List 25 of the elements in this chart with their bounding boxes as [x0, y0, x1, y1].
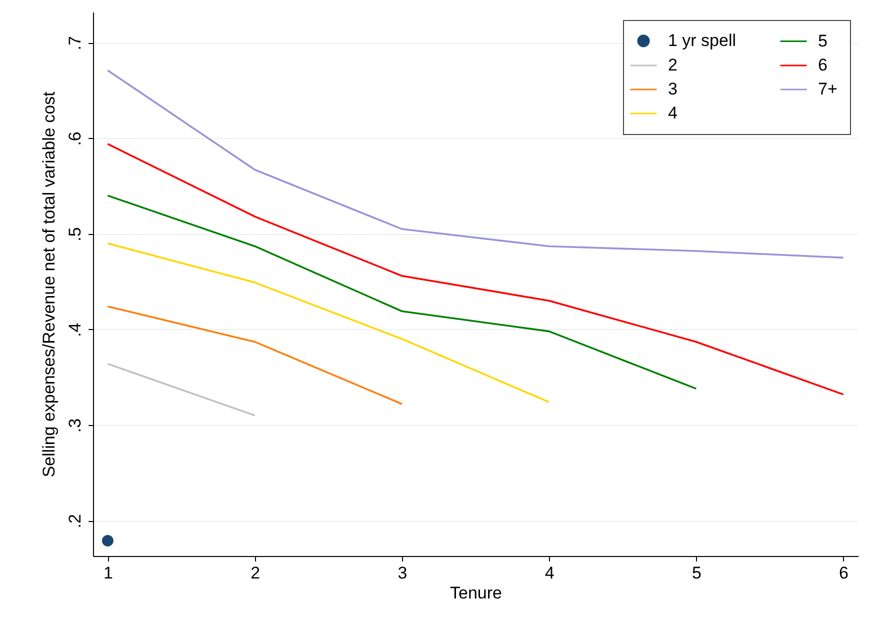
x-tick-label: 4 — [544, 564, 554, 582]
legend-label: 2 — [668, 56, 678, 74]
x-tick-label: 3 — [398, 564, 408, 582]
line-series — [106, 194, 698, 390]
line-series — [106, 242, 550, 403]
line-series — [106, 69, 844, 259]
legend-label: 3 — [668, 80, 678, 98]
x-tick-label: 1 — [103, 564, 113, 582]
line-series — [106, 143, 844, 396]
y-tick-label: .3 — [66, 418, 84, 433]
y-tick-label: .7 — [66, 36, 84, 50]
y-tick-label: .4 — [66, 322, 84, 338]
y-tick-label: .5 — [66, 227, 84, 242]
y-tick-label: .2 — [66, 514, 84, 528]
x-axis-title: Tenure — [450, 584, 502, 602]
y-tick-label: .6 — [66, 132, 84, 146]
legend-label: 7+ — [818, 80, 838, 98]
x-tick-label: 6 — [839, 564, 849, 582]
y-axis-title: Selling expenses/Revenue net of total variable cost — [40, 91, 58, 478]
x-tick-label: 2 — [250, 564, 260, 582]
legend-label: 1 yr spell — [668, 30, 736, 50]
legend-label: 4 — [668, 104, 678, 122]
legend-label: 5 — [818, 31, 828, 50]
x-tick-label: 5 — [692, 564, 702, 582]
legend-label: 6 — [818, 56, 828, 74]
